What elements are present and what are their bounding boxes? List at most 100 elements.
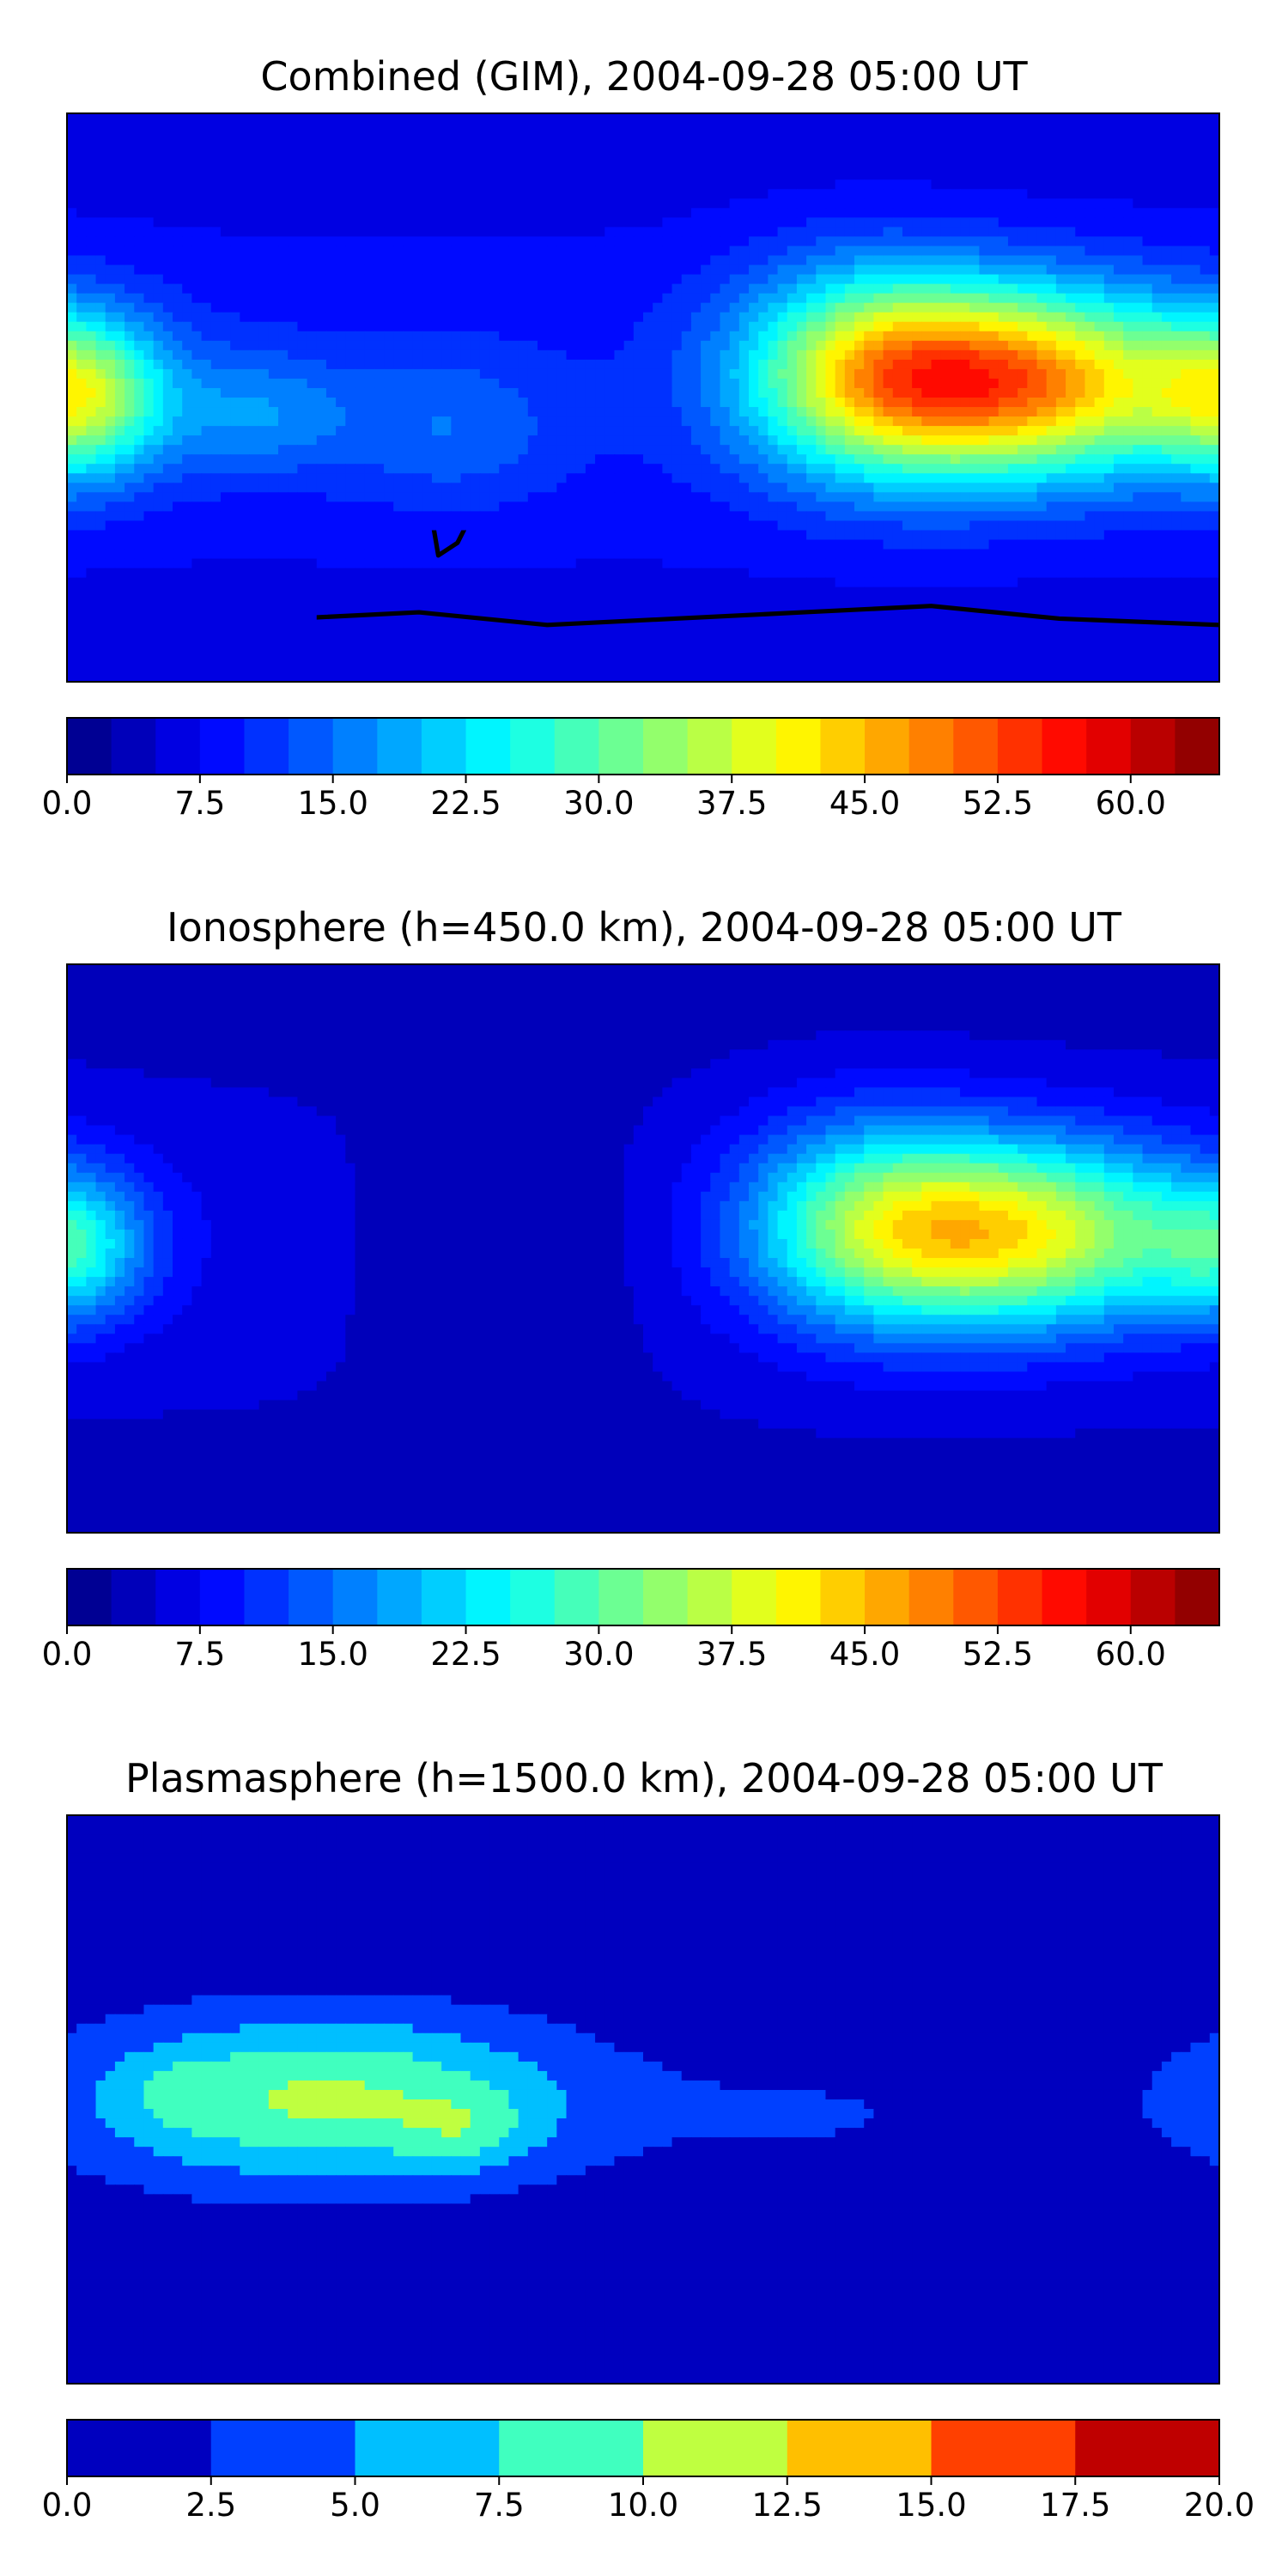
colorbar-tick-label: 10.0 — [608, 2487, 678, 2524]
colorbar-level — [554, 718, 599, 775]
colorbar-level — [244, 1569, 289, 1625]
colorbar-tick-label: 12.5 — [752, 2487, 823, 2524]
colorbar-level — [155, 718, 201, 775]
colorbar-tick-label: 15.0 — [297, 785, 368, 822]
colorbar-level — [67, 718, 112, 775]
colorbar-level — [1075, 2420, 1220, 2476]
colorbar-level — [732, 1569, 777, 1625]
colorbar-level — [465, 1569, 511, 1625]
colorbar-level — [199, 718, 245, 775]
colorbar-level — [953, 1569, 999, 1625]
colorbar-tick-label: 37.5 — [696, 785, 767, 822]
colorbar-tick-label: 7.5 — [474, 2487, 525, 2524]
panel-3-field — [67, 1815, 1219, 2384]
colorbar-tick-label: 7.5 — [174, 785, 225, 822]
colorbar-level — [908, 718, 954, 775]
colorbar-level — [732, 718, 777, 775]
colorbar-tick-label: 30.0 — [563, 1636, 634, 1673]
colorbar-level — [953, 718, 999, 775]
colorbar-level — [1130, 1569, 1176, 1625]
colorbar-level — [643, 1569, 689, 1625]
panel-2-title: Ionosphere (h=450.0 km), 2004-09-28 05:0… — [0, 904, 1288, 951]
colorbar-level — [289, 1569, 334, 1625]
colorbar-tick-label: 30.0 — [563, 785, 634, 822]
colorbar-level — [332, 718, 378, 775]
colorbar-level — [1175, 1569, 1220, 1625]
colorbar-tick-label: 2.5 — [185, 2487, 236, 2524]
colorbar-level — [111, 1569, 156, 1625]
colorbar-tick-label: 22.5 — [430, 1636, 501, 1673]
colorbar-level — [499, 2420, 644, 2476]
colorbar-tick-label: 7.5 — [174, 1636, 225, 1673]
colorbar-level — [421, 718, 467, 775]
colorbar-level — [787, 2420, 932, 2476]
colorbar-level — [1086, 1569, 1132, 1625]
colorbar-tick-label: 0.0 — [42, 785, 93, 822]
colorbar-level — [643, 2420, 788, 2476]
colorbar-tick-label: 60.0 — [1096, 785, 1166, 822]
panel-3-title: Plasmasphere (h=1500.0 km), 2004-09-28 0… — [0, 1755, 1288, 1801]
colorbar-level — [554, 1569, 599, 1625]
panel-2-field — [67, 964, 1219, 1533]
colorbar-level — [908, 1569, 954, 1625]
panel-1-colorbar: 0.0 7.5 15.0 22.5 30.0 37.5 45.0 52.5 60.0 — [42, 717, 1220, 822]
panel-3-map — [66, 1814, 1220, 2385]
colorbar-level — [820, 1569, 866, 1625]
colorbar-level — [775, 718, 821, 775]
colorbar-tick-label: 22.5 — [430, 785, 501, 822]
colorbar-level — [865, 718, 910, 775]
panel-2-map — [66, 963, 1220, 1534]
colorbar-tick-label: 17.5 — [1040, 2487, 1110, 2524]
panel-2-colorbar: 0.0 7.5 15.0 22.5 30.0 37.5 45.0 52.5 60.0 — [42, 1568, 1220, 1673]
colorbar-level — [210, 2420, 355, 2476]
colorbar-level — [775, 1569, 821, 1625]
colorbar-level — [67, 2420, 212, 2476]
colorbar-level — [598, 718, 644, 775]
colorbar-tick-label: 45.0 — [829, 785, 900, 822]
colorbar-level — [997, 718, 1043, 775]
colorbar-level — [355, 2420, 500, 2476]
colorbar-level — [1130, 718, 1176, 775]
colorbar-level — [199, 1569, 245, 1625]
colorbar-level — [865, 1569, 910, 1625]
panel-3-colorbar: 0.0 2.5 5.0 7.5 10.0 12.5 15.0 17.5 20.0 — [42, 2419, 1255, 2524]
colorbar-level — [931, 2420, 1076, 2476]
colorbar-level — [67, 1569, 112, 1625]
colorbar-level — [377, 1569, 422, 1625]
colorbar-level — [465, 718, 511, 775]
panel-1-title: Combined (GIM), 2004-09-28 05:00 UT — [0, 53, 1288, 100]
colorbar-level — [332, 1569, 378, 1625]
colorbar-level — [510, 718, 556, 775]
colorbar-level — [377, 718, 422, 775]
colorbar-tick-label: 20.0 — [1184, 2487, 1255, 2524]
colorbar-level — [289, 718, 334, 775]
colorbar-tick-label: 0.0 — [42, 2487, 93, 2524]
colorbar-tick-label: 15.0 — [896, 2487, 966, 2524]
colorbar-tick-label: 37.5 — [696, 1636, 767, 1673]
colorbar-level — [598, 1569, 644, 1625]
colorbar-level — [1042, 718, 1087, 775]
colorbar-tick-label: 0.0 — [42, 1636, 93, 1673]
colorbar-level — [111, 718, 156, 775]
panel-2-frame — [66, 963, 1220, 1534]
colorbar-level — [510, 1569, 556, 1625]
colorbar-level — [155, 1569, 201, 1625]
colorbar-tick-label: 60.0 — [1096, 1636, 1166, 1673]
panel-1-frame — [66, 112, 1220, 683]
colorbar-level — [687, 718, 732, 775]
panel-3-frame — [66, 1814, 1220, 2385]
colorbar-tick-label: 5.0 — [330, 2487, 380, 2524]
colorbar-level — [1086, 718, 1132, 775]
colorbar-level — [244, 718, 289, 775]
panel-1-map — [66, 112, 1220, 683]
colorbar-tick-label: 52.5 — [963, 785, 1033, 822]
colorbar-level — [820, 718, 866, 775]
colorbar-level — [421, 1569, 467, 1625]
colorbar-tick-label: 15.0 — [297, 1636, 368, 1673]
colorbar-level — [997, 1569, 1043, 1625]
colorbar-level — [1175, 718, 1220, 775]
panel-1-field — [67, 113, 1219, 682]
colorbar-level — [1042, 1569, 1087, 1625]
colorbar-level — [643, 718, 689, 775]
